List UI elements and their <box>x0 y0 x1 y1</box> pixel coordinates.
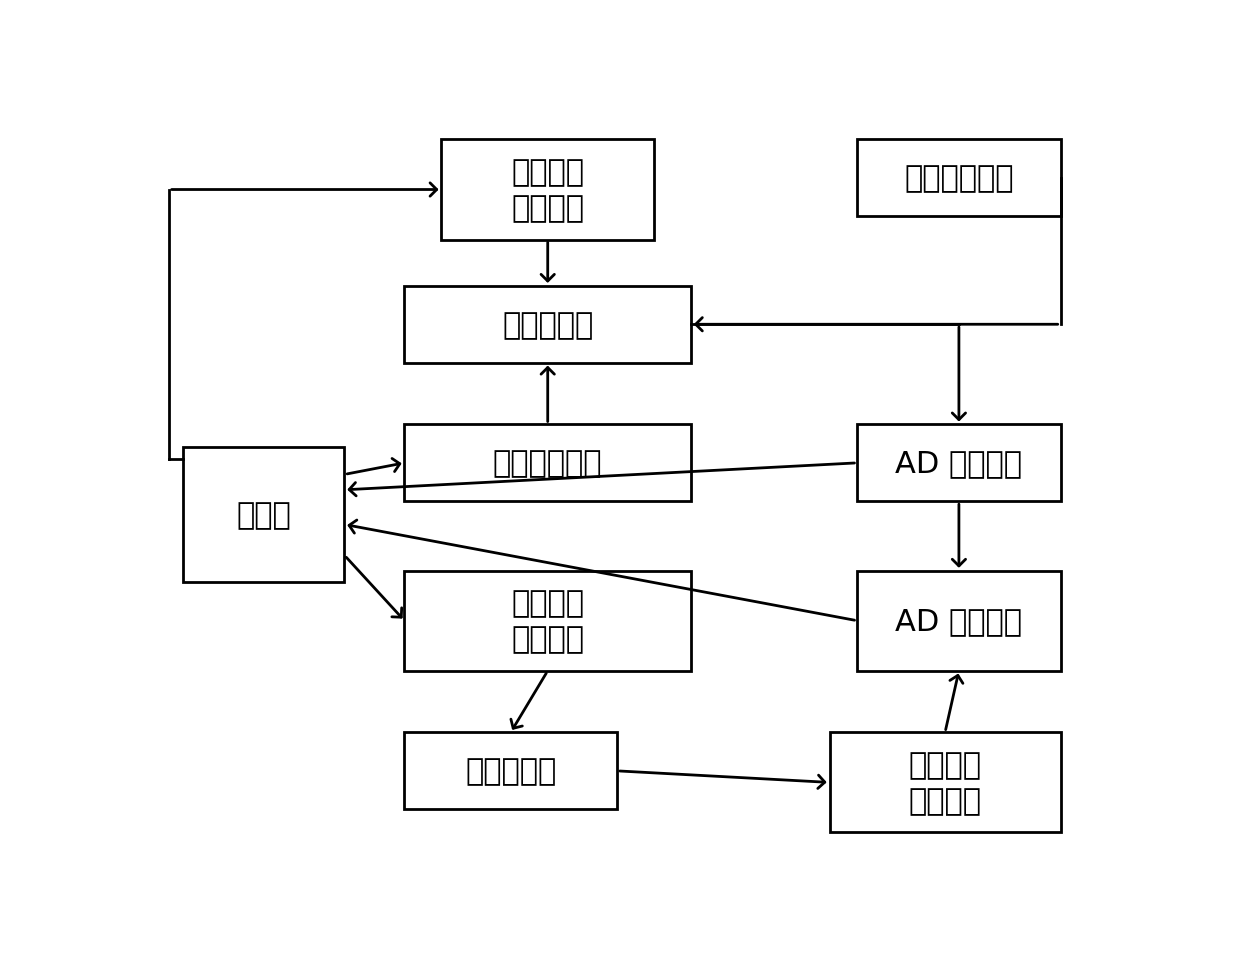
Bar <box>441 141 653 240</box>
Bar <box>182 448 345 582</box>
Bar <box>404 425 691 502</box>
Bar <box>830 733 1060 832</box>
Bar <box>404 572 691 671</box>
Text: 电动调压器: 电动调压器 <box>465 756 557 786</box>
Bar <box>857 425 1060 502</box>
Bar <box>857 572 1060 671</box>
Text: 信号取样
处理模块: 信号取样 处理模块 <box>909 750 982 815</box>
Text: 控制器: 控制器 <box>236 501 291 530</box>
Text: AD 采集模块: AD 采集模块 <box>895 448 1023 478</box>
Text: 电压输出
控制模块: 电压输出 控制模块 <box>511 589 584 654</box>
Bar <box>404 733 618 810</box>
Bar <box>857 141 1060 217</box>
Text: 电流换向模块: 电流换向模块 <box>494 448 603 478</box>
Text: 压控恒流源: 压控恒流源 <box>502 311 594 339</box>
Text: 电流幅值
调节模块: 电流幅值 调节模块 <box>511 158 584 223</box>
Bar <box>404 286 691 363</box>
Text: 放电保护模块: 放电保护模块 <box>904 164 1013 193</box>
Text: AD 采集模块: AD 采集模块 <box>895 607 1023 636</box>
